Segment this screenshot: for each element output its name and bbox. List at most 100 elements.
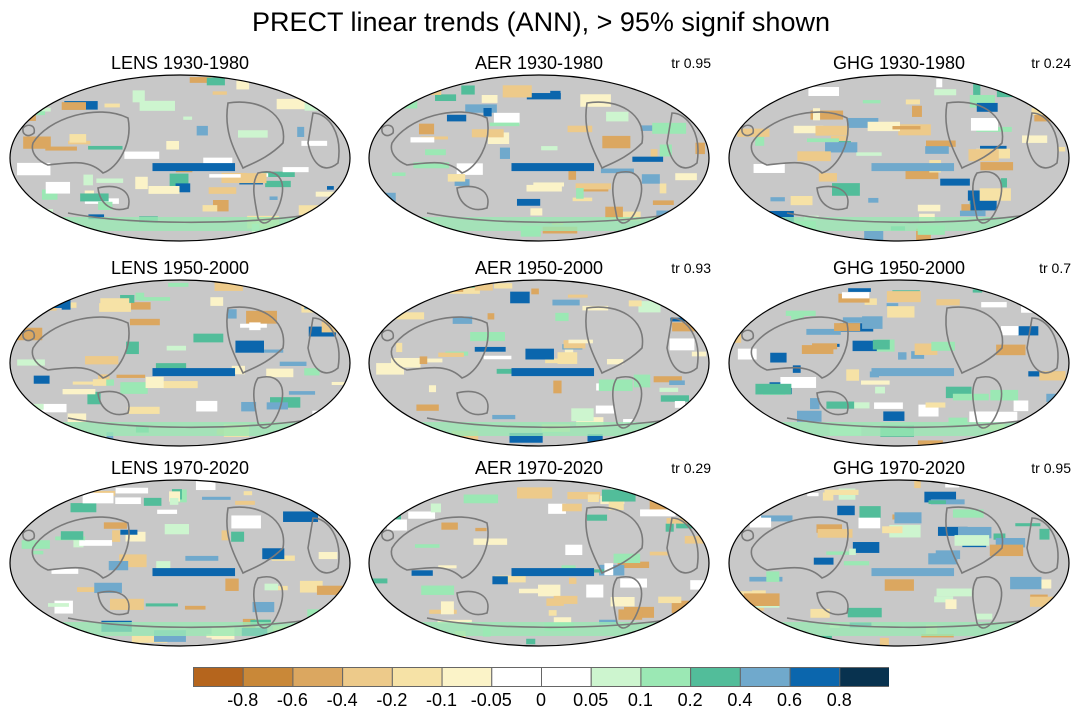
trend-patch bbox=[586, 584, 604, 598]
trend-patch bbox=[918, 404, 939, 417]
trend-patch bbox=[618, 609, 643, 620]
trend-patch bbox=[481, 94, 498, 103]
trend-patch bbox=[759, 515, 793, 522]
trend-patch bbox=[169, 491, 181, 502]
trend-patch bbox=[169, 173, 189, 187]
trend-patch bbox=[475, 527, 487, 532]
trend-patch bbox=[874, 402, 903, 409]
trend-patch bbox=[585, 569, 609, 573]
coastline bbox=[31, 111, 130, 174]
trend-patch bbox=[595, 405, 615, 414]
southern-ocean-band bbox=[10, 217, 350, 231]
coastline bbox=[786, 212, 1028, 224]
coastline bbox=[456, 590, 489, 616]
trend-patch bbox=[684, 535, 709, 544]
trend-patch bbox=[489, 122, 520, 127]
trend-patch bbox=[226, 309, 237, 319]
trend-patch bbox=[304, 368, 320, 376]
world-map bbox=[728, 279, 1070, 447]
pattern-correlation-label: tr 0.95 bbox=[1031, 460, 1071, 476]
trend-patch bbox=[282, 167, 309, 173]
trend-patch bbox=[1031, 108, 1044, 115]
trend-patch bbox=[406, 83, 442, 95]
trend-patch bbox=[669, 101, 684, 106]
trend-patch bbox=[990, 389, 1019, 401]
trend-patch bbox=[446, 114, 467, 122]
trend-patch bbox=[608, 500, 624, 511]
trend-patch bbox=[312, 494, 321, 503]
map-border bbox=[368, 479, 710, 647]
pattern-correlation-label: tr 0.95 bbox=[671, 55, 711, 71]
trend-patch bbox=[848, 288, 871, 292]
trend-patch bbox=[447, 174, 466, 182]
trend-patch bbox=[555, 312, 569, 322]
trend-patch bbox=[166, 141, 179, 150]
trend-patch bbox=[492, 576, 508, 585]
trend-patch bbox=[810, 110, 844, 120]
trend-patch bbox=[493, 112, 520, 125]
trend-patch bbox=[832, 183, 860, 196]
trend-patch bbox=[231, 365, 245, 375]
trend-patch bbox=[318, 98, 332, 108]
trend-patch bbox=[793, 125, 824, 134]
trend-patch bbox=[623, 419, 634, 425]
coastline bbox=[585, 101, 644, 170]
trend-patch bbox=[474, 282, 493, 291]
trend-patch bbox=[576, 188, 584, 199]
trend-patch bbox=[266, 368, 294, 378]
trend-patch bbox=[886, 291, 921, 303]
trend-patch bbox=[693, 297, 701, 310]
trend-patch bbox=[1041, 217, 1059, 230]
trend-patch bbox=[440, 601, 454, 615]
trend-patch bbox=[92, 379, 107, 386]
trend-patch bbox=[106, 432, 114, 440]
trend-patch bbox=[376, 363, 405, 375]
trend-patch bbox=[1010, 576, 1042, 590]
trend-patch bbox=[185, 555, 219, 561]
trend-patch bbox=[882, 526, 903, 534]
trend-patch bbox=[85, 356, 119, 365]
coastline bbox=[426, 617, 668, 629]
trend-patch bbox=[51, 568, 79, 574]
trend-patch bbox=[894, 512, 922, 524]
trend-patch bbox=[115, 497, 141, 505]
coastline bbox=[390, 316, 489, 379]
coastline bbox=[585, 306, 644, 375]
trend-patch bbox=[265, 180, 291, 188]
trend-patch bbox=[862, 316, 883, 329]
trend-patch bbox=[565, 544, 583, 556]
trend-patch bbox=[53, 438, 86, 444]
trend-patch bbox=[561, 565, 576, 569]
trend-patch bbox=[808, 87, 840, 96]
coastline bbox=[226, 306, 285, 375]
trend-patch bbox=[993, 533, 1006, 540]
colorbar-box bbox=[541, 667, 592, 687]
coastline bbox=[22, 124, 36, 137]
colorbar-tick-label: 0.1 bbox=[627, 690, 653, 710]
equatorial-pacific-streak bbox=[511, 368, 595, 377]
trend-patch bbox=[770, 352, 787, 363]
trend-patch bbox=[620, 578, 648, 588]
trend-patch bbox=[1040, 510, 1058, 514]
world-map bbox=[9, 279, 351, 447]
trend-patch bbox=[656, 637, 667, 642]
trend-patch bbox=[937, 526, 968, 536]
trend-patch bbox=[183, 116, 193, 120]
trend-patch bbox=[930, 499, 965, 505]
colorbar-box bbox=[839, 667, 889, 687]
trend-patch bbox=[749, 517, 772, 528]
trend-patch bbox=[262, 171, 295, 178]
trend-patch bbox=[61, 293, 74, 298]
trend-patch bbox=[518, 588, 542, 594]
trend-patch bbox=[143, 497, 162, 506]
trend-patch bbox=[129, 318, 160, 326]
map-border bbox=[9, 279, 351, 447]
panel-title: AER 1950-2000 bbox=[474, 258, 604, 278]
trend-patch bbox=[157, 509, 178, 514]
panel-title: LENS 1930-1980 bbox=[110, 53, 250, 73]
trend-patch bbox=[690, 580, 706, 590]
coastline bbox=[750, 316, 849, 379]
world-map bbox=[728, 479, 1070, 647]
trend-patch bbox=[24, 91, 38, 96]
trend-patch bbox=[531, 288, 539, 295]
